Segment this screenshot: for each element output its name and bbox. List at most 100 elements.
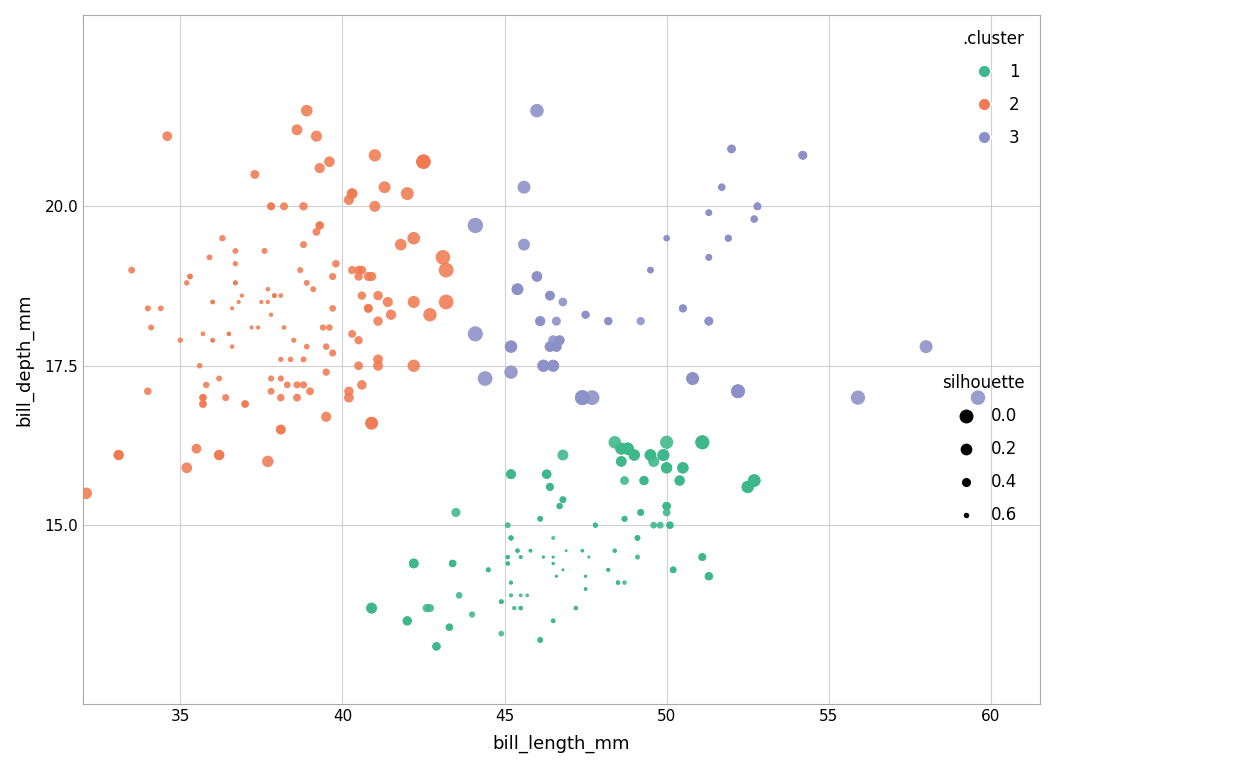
Point xyxy=(575,583,595,595)
Point xyxy=(634,475,654,487)
Point xyxy=(271,372,291,385)
Point xyxy=(500,577,520,589)
Point xyxy=(413,156,433,168)
Point xyxy=(271,392,291,404)
Point xyxy=(500,468,520,480)
Point xyxy=(498,558,518,570)
Point xyxy=(744,213,764,225)
Point xyxy=(728,385,748,397)
Point xyxy=(226,276,246,289)
Point xyxy=(565,602,585,614)
Point xyxy=(261,200,281,213)
Point xyxy=(565,602,585,614)
Point xyxy=(721,143,741,155)
Legend: 0.0, 0.2, 0.4, 0.6: 0.0, 0.2, 0.4, 0.6 xyxy=(935,368,1031,531)
Point xyxy=(137,385,157,397)
Point xyxy=(193,328,213,340)
Point xyxy=(437,264,457,276)
Point xyxy=(310,220,329,232)
Point xyxy=(543,558,563,570)
Point xyxy=(500,468,520,480)
Point xyxy=(530,513,550,525)
Point xyxy=(624,449,644,462)
Point xyxy=(656,500,676,512)
Point xyxy=(449,589,469,601)
Point xyxy=(744,213,764,225)
Point xyxy=(656,436,676,449)
Point xyxy=(608,577,628,589)
Point xyxy=(196,379,216,391)
Point xyxy=(316,340,336,353)
Point xyxy=(543,359,563,372)
Point xyxy=(500,468,520,480)
Point xyxy=(323,270,343,283)
Point xyxy=(478,564,498,576)
Point xyxy=(663,564,683,576)
Point xyxy=(530,634,550,646)
Point xyxy=(543,531,563,544)
Point xyxy=(109,449,129,462)
Point xyxy=(258,455,278,468)
Point xyxy=(719,232,739,244)
Point xyxy=(540,340,560,353)
Point xyxy=(319,321,339,333)
Point xyxy=(508,283,528,296)
Point xyxy=(404,296,424,308)
Point xyxy=(261,372,281,385)
Point xyxy=(404,558,424,570)
Point xyxy=(719,232,739,244)
Point xyxy=(549,500,569,512)
Point xyxy=(543,551,563,563)
Point xyxy=(654,449,674,462)
Point xyxy=(313,321,333,333)
Point xyxy=(654,449,674,462)
Point xyxy=(137,303,157,315)
Point xyxy=(265,290,285,302)
Point xyxy=(170,334,190,346)
Point xyxy=(573,392,593,404)
Point xyxy=(547,340,567,353)
Point xyxy=(232,290,252,302)
Point xyxy=(293,353,313,366)
Point xyxy=(673,303,693,315)
Point xyxy=(612,455,631,468)
Point xyxy=(549,500,569,512)
Point xyxy=(598,564,618,576)
Point xyxy=(275,321,295,333)
Point xyxy=(510,589,530,601)
Point xyxy=(121,264,141,276)
Point xyxy=(628,531,648,544)
Point xyxy=(443,558,463,570)
Point xyxy=(656,500,676,512)
Point xyxy=(342,187,362,200)
Point xyxy=(699,207,719,219)
Point xyxy=(404,558,424,570)
Point xyxy=(605,436,625,449)
Point xyxy=(527,270,547,283)
Point xyxy=(530,513,550,525)
Point xyxy=(582,392,602,404)
Point xyxy=(358,270,378,283)
Point xyxy=(364,200,384,213)
Point xyxy=(540,290,560,302)
Point xyxy=(547,570,567,582)
Point xyxy=(612,442,631,455)
Point xyxy=(265,290,285,302)
Point xyxy=(683,372,703,385)
Point xyxy=(520,545,540,557)
Point xyxy=(242,321,262,333)
Point xyxy=(218,328,238,340)
Point xyxy=(530,315,550,327)
Point xyxy=(212,232,232,244)
Point xyxy=(656,462,676,474)
Point xyxy=(663,564,683,576)
Point xyxy=(500,366,520,379)
Point xyxy=(543,551,563,563)
Point xyxy=(628,531,648,544)
Point xyxy=(673,303,693,315)
Point xyxy=(699,315,719,327)
Point xyxy=(699,570,719,582)
Point xyxy=(553,494,573,506)
Point xyxy=(287,392,307,404)
Point xyxy=(358,303,378,315)
